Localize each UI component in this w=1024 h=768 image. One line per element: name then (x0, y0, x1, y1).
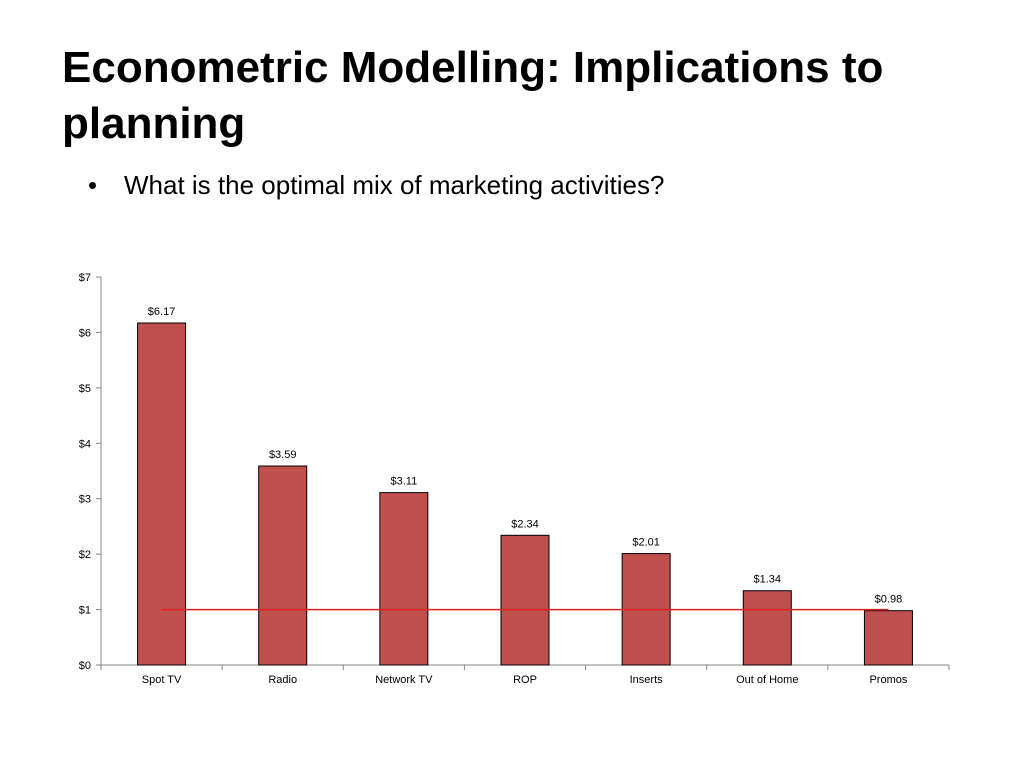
y-tick-label: $6 (79, 327, 91, 339)
bar (379, 492, 429, 666)
y-tick-label: $0 (79, 660, 91, 672)
bar (258, 465, 308, 666)
bar (742, 590, 792, 666)
bullet-item: • What is the optimal mix of marketing a… (88, 168, 664, 202)
x-tick-label: Inserts (630, 674, 664, 686)
bullet-marker: • (88, 170, 98, 200)
x-tick-label: Out of Home (736, 674, 798, 686)
bar (500, 534, 550, 666)
bar (863, 610, 913, 666)
data-label: $3.59 (269, 449, 297, 461)
data-label: $2.34 (511, 518, 539, 530)
x-tick-label: ROP (513, 674, 537, 686)
x-tick-label: Spot TV (142, 674, 182, 686)
x-tick-label: Network TV (375, 674, 433, 686)
y-tick-label: $3 (79, 494, 91, 506)
x-tick-label: Promos (869, 674, 907, 686)
bullet-list: • What is the optimal mix of marketing a… (88, 168, 664, 202)
y-tick-label: $1 (79, 605, 91, 617)
data-label: $1.34 (754, 574, 782, 586)
data-label: $6.17 (148, 306, 176, 318)
bullet-text: What is the optimal mix of marketing act… (124, 170, 665, 200)
data-label: $3.11 (390, 476, 417, 488)
slide-title: Econometric Modelling: Implications to p… (62, 43, 884, 148)
data-label: $2.01 (632, 537, 660, 549)
y-tick-label: $2 (79, 549, 91, 561)
bar (137, 322, 187, 666)
y-tick-label: $5 (79, 383, 91, 395)
y-tick-label: $4 (79, 438, 91, 450)
x-tick-label: Radio (268, 674, 297, 686)
data-label: $0.98 (875, 594, 903, 606)
y-tick-label: $7 (79, 272, 91, 284)
